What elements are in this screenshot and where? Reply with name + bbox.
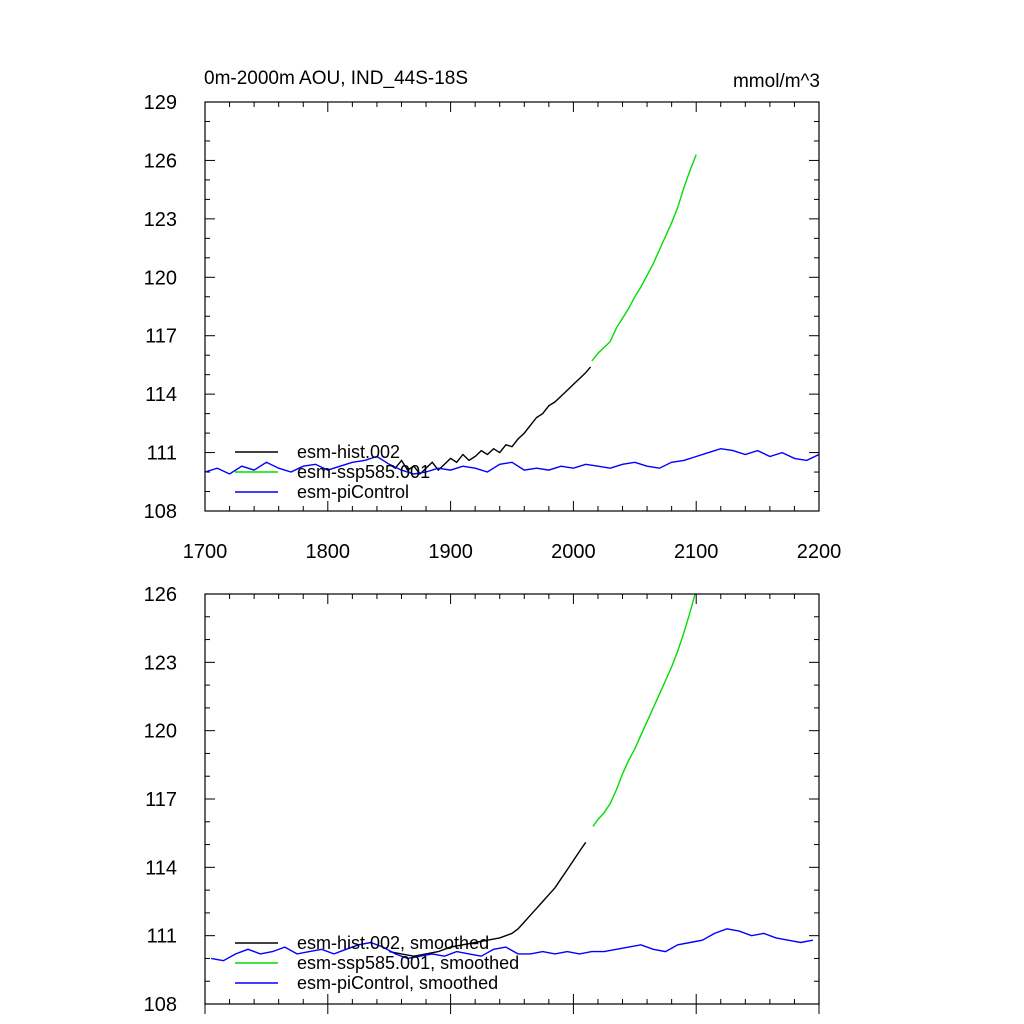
y-tick-label: 126 [144, 584, 177, 606]
series-line-esm-ssp585-001 [591, 154, 697, 362]
series-line-esm-hist-002 [388, 366, 592, 476]
y-tick-label: 108 [144, 994, 177, 1016]
x-tick-label: 2200 [797, 541, 842, 563]
legend-label: esm-ssp585.001, smoothed [297, 953, 519, 973]
y-tick-label: 123 [144, 209, 177, 231]
y-tick-label: 111 [147, 443, 177, 465]
y-tick-label: 129 [144, 92, 177, 114]
y-tick-label: 117 [145, 789, 177, 811]
legend-label: esm-piControl [297, 482, 409, 502]
legend-label: esm-piControl, smoothed [297, 973, 498, 993]
x-tick-label: 2000 [551, 541, 596, 563]
y-tick-label: 123 [144, 652, 177, 674]
y-tick-label: 126 [144, 150, 177, 172]
panel-upper: 0m-2000m AOU, IND_44S-18S mmol/m^3 1700 1… [144, 68, 842, 563]
legend-label: esm-hist.002, smoothed [297, 933, 489, 953]
y-tick-label: 114 [145, 384, 177, 406]
panel-lower: 108 111 114 117 120 123 126 esm-hist.002, smoo… [144, 584, 820, 1016]
x-tick-label: 1900 [428, 541, 473, 563]
series-line-esm-picontrol-smoothed [210, 928, 814, 962]
units-label: mmol/m^3 [733, 71, 820, 92]
plot-frame [204, 593, 820, 1005]
x-tick-label: 1700 [183, 541, 228, 563]
x-tick-label: 1800 [306, 541, 351, 563]
series-line-esm-ssp585-001-smoothed [592, 593, 696, 827]
series-line-esm-hist-002-smoothed [389, 841, 587, 957]
y-tick-label: 120 [144, 721, 177, 743]
y-tick-label: 111 [147, 926, 177, 948]
y-tick-label: 117 [145, 326, 177, 348]
legend-label: esm-ssp585.001 [297, 462, 430, 482]
x-tick-label: 2100 [674, 541, 719, 563]
panel-title: 0m-2000m AOU, IND_44S-18S [204, 68, 468, 89]
series-line-esm-picontrol [204, 447, 820, 475]
legend-label: esm-hist.002 [297, 442, 400, 462]
y-tick-label: 120 [144, 267, 177, 289]
y-tick-label: 114 [145, 857, 177, 879]
y-tick-label: 108 [144, 501, 177, 523]
plot-frame [204, 101, 820, 512]
